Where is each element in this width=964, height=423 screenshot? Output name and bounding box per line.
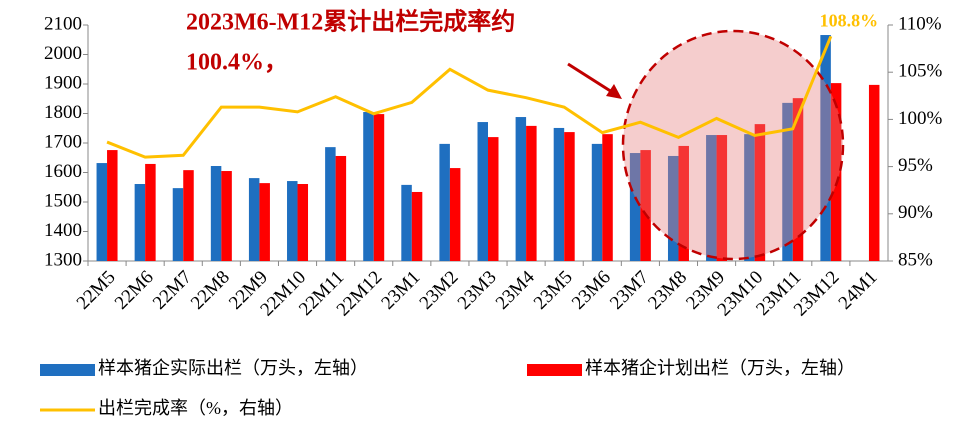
- y-tick-label: 1900: [44, 72, 82, 93]
- bar: [107, 150, 118, 261]
- x-tick-label: 22M8: [187, 267, 234, 314]
- x-tick-label: 23M1: [377, 267, 424, 314]
- x-tick-label: 23M8: [644, 267, 691, 314]
- bar: [488, 137, 499, 261]
- bar: [145, 163, 156, 261]
- bar: [868, 84, 880, 261]
- bar: [172, 188, 184, 261]
- x-tick-label: 23M5: [530, 267, 577, 314]
- bar: [515, 117, 527, 261]
- bar: [221, 171, 232, 261]
- bar: [678, 145, 689, 261]
- y-tick-label: 2100: [44, 13, 82, 34]
- x-tick-label: 22M6: [111, 267, 158, 314]
- bar: [96, 163, 108, 261]
- arrowhead: [606, 84, 622, 99]
- bar: [782, 102, 793, 261]
- bar: [335, 155, 347, 261]
- bar: [373, 114, 385, 261]
- bar: [134, 184, 146, 261]
- y-tick-label: 2000: [44, 43, 82, 64]
- bar: [602, 134, 613, 261]
- bar: [564, 132, 575, 261]
- bar: [477, 122, 488, 262]
- bar: [754, 124, 766, 262]
- legend-swatch: [40, 364, 95, 376]
- x-tick-label: 22M7: [149, 267, 196, 314]
- bar: [411, 191, 423, 261]
- annotation: 100.4%，: [186, 50, 288, 76]
- bar: [401, 184, 412, 261]
- bar: [792, 98, 804, 261]
- bar: [830, 83, 842, 262]
- bar: [439, 143, 450, 261]
- x-tick-label: 22M5: [73, 267, 120, 314]
- bar: [744, 134, 755, 261]
- bar: [297, 184, 309, 261]
- bar: [553, 127, 565, 261]
- line: [106, 35, 833, 159]
- highlight-circle: [621, 29, 845, 261]
- bar: [183, 170, 194, 261]
- legend-label: 样本猪企实际出栏（万头，左轴）: [98, 358, 368, 378]
- bar: [629, 153, 641, 261]
- x-tick-label: 23M3: [454, 267, 501, 314]
- bar: [210, 166, 222, 261]
- bar: [325, 147, 336, 261]
- bar: [449, 168, 461, 261]
- bar: [820, 35, 831, 261]
- y2-tick-label: 110%: [898, 13, 942, 34]
- y2-tick-label: 90%: [898, 202, 933, 223]
- x-tick-label: 23M4: [492, 266, 539, 313]
- bar: [667, 155, 679, 261]
- bar: [640, 150, 651, 261]
- legend-label: 出栏完成率（%，右轴）: [98, 398, 293, 418]
- bar: [248, 178, 260, 261]
- data-label: 108.8%: [820, 10, 879, 30]
- legend-swatch: [527, 364, 582, 376]
- bar: [716, 135, 728, 261]
- bar: [363, 112, 374, 262]
- y-tick-label: 1700: [44, 131, 82, 152]
- y-tick-label: 1400: [44, 220, 82, 241]
- y-tick-label: 1800: [44, 102, 82, 123]
- y2-tick-label: 105%: [898, 61, 943, 82]
- arrow: [567, 62, 613, 94]
- y2-tick-label: 100%: [898, 108, 943, 129]
- annotation: 2023M6-M12累计出栏完成率约: [186, 8, 515, 36]
- y-tick-label: 1300: [44, 249, 82, 270]
- legend-label: 样本猪企计划出栏（万头，左轴）: [585, 358, 855, 378]
- bar: [591, 143, 603, 261]
- x-tick-label: 24M1: [835, 267, 882, 314]
- y-tick-label: 1500: [44, 190, 82, 211]
- x-tick-label: 23M6: [568, 267, 615, 314]
- x-tick-label: 23M7: [606, 267, 653, 314]
- y2-tick-label: 85%: [898, 249, 933, 270]
- bar: [259, 183, 270, 261]
- bar: [287, 181, 298, 261]
- bar: [526, 125, 537, 261]
- bar: [706, 135, 717, 261]
- y2-tick-label: 95%: [898, 155, 933, 176]
- x-tick-label: 23M2: [416, 267, 463, 314]
- y-tick-label: 1600: [44, 161, 82, 182]
